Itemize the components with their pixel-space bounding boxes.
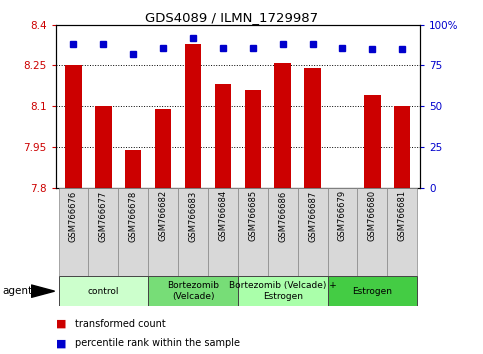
- Text: ■: ■: [56, 338, 66, 348]
- Bar: [58, 188, 88, 276]
- Bar: [298, 188, 327, 276]
- Bar: [58, 276, 148, 306]
- Bar: [304, 68, 321, 188]
- Bar: [238, 276, 327, 306]
- Bar: [327, 276, 417, 306]
- Text: Estrogen: Estrogen: [353, 287, 392, 296]
- Bar: [394, 106, 411, 188]
- Text: GSM766679: GSM766679: [338, 190, 347, 241]
- Bar: [238, 188, 268, 276]
- Text: control: control: [87, 287, 119, 296]
- Text: GDS4089 / ILMN_1729987: GDS4089 / ILMN_1729987: [145, 11, 318, 24]
- Bar: [65, 65, 82, 188]
- Bar: [118, 188, 148, 276]
- Text: GSM766680: GSM766680: [368, 190, 377, 241]
- Text: GSM766678: GSM766678: [129, 190, 138, 241]
- Text: Bortezomib (Velcade) +
Estrogen: Bortezomib (Velcade) + Estrogen: [229, 281, 337, 301]
- Bar: [387, 188, 417, 276]
- Text: GSM766686: GSM766686: [278, 190, 287, 241]
- Text: GSM766685: GSM766685: [248, 190, 257, 241]
- Bar: [274, 63, 291, 188]
- Text: GSM766677: GSM766677: [99, 190, 108, 241]
- Text: GSM766682: GSM766682: [158, 190, 168, 241]
- Bar: [268, 188, 298, 276]
- Polygon shape: [31, 285, 55, 297]
- Text: Bortezomib
(Velcade): Bortezomib (Velcade): [167, 281, 219, 301]
- Text: GSM766687: GSM766687: [308, 190, 317, 241]
- Text: agent: agent: [2, 286, 32, 296]
- Bar: [95, 106, 112, 188]
- Bar: [327, 188, 357, 276]
- Text: GSM766683: GSM766683: [188, 190, 198, 241]
- Bar: [208, 188, 238, 276]
- Bar: [185, 44, 201, 188]
- Bar: [364, 95, 381, 188]
- Text: GSM766676: GSM766676: [69, 190, 78, 241]
- Text: ■: ■: [56, 319, 66, 329]
- Bar: [244, 90, 261, 188]
- Bar: [155, 109, 171, 188]
- Bar: [125, 150, 142, 188]
- Bar: [148, 276, 238, 306]
- Text: GSM766681: GSM766681: [398, 190, 407, 241]
- Text: GSM766684: GSM766684: [218, 190, 227, 241]
- Text: percentile rank within the sample: percentile rank within the sample: [75, 338, 240, 348]
- Bar: [357, 188, 387, 276]
- Bar: [88, 188, 118, 276]
- Bar: [148, 188, 178, 276]
- Text: transformed count: transformed count: [75, 319, 166, 329]
- Bar: [215, 85, 231, 188]
- Bar: [178, 188, 208, 276]
